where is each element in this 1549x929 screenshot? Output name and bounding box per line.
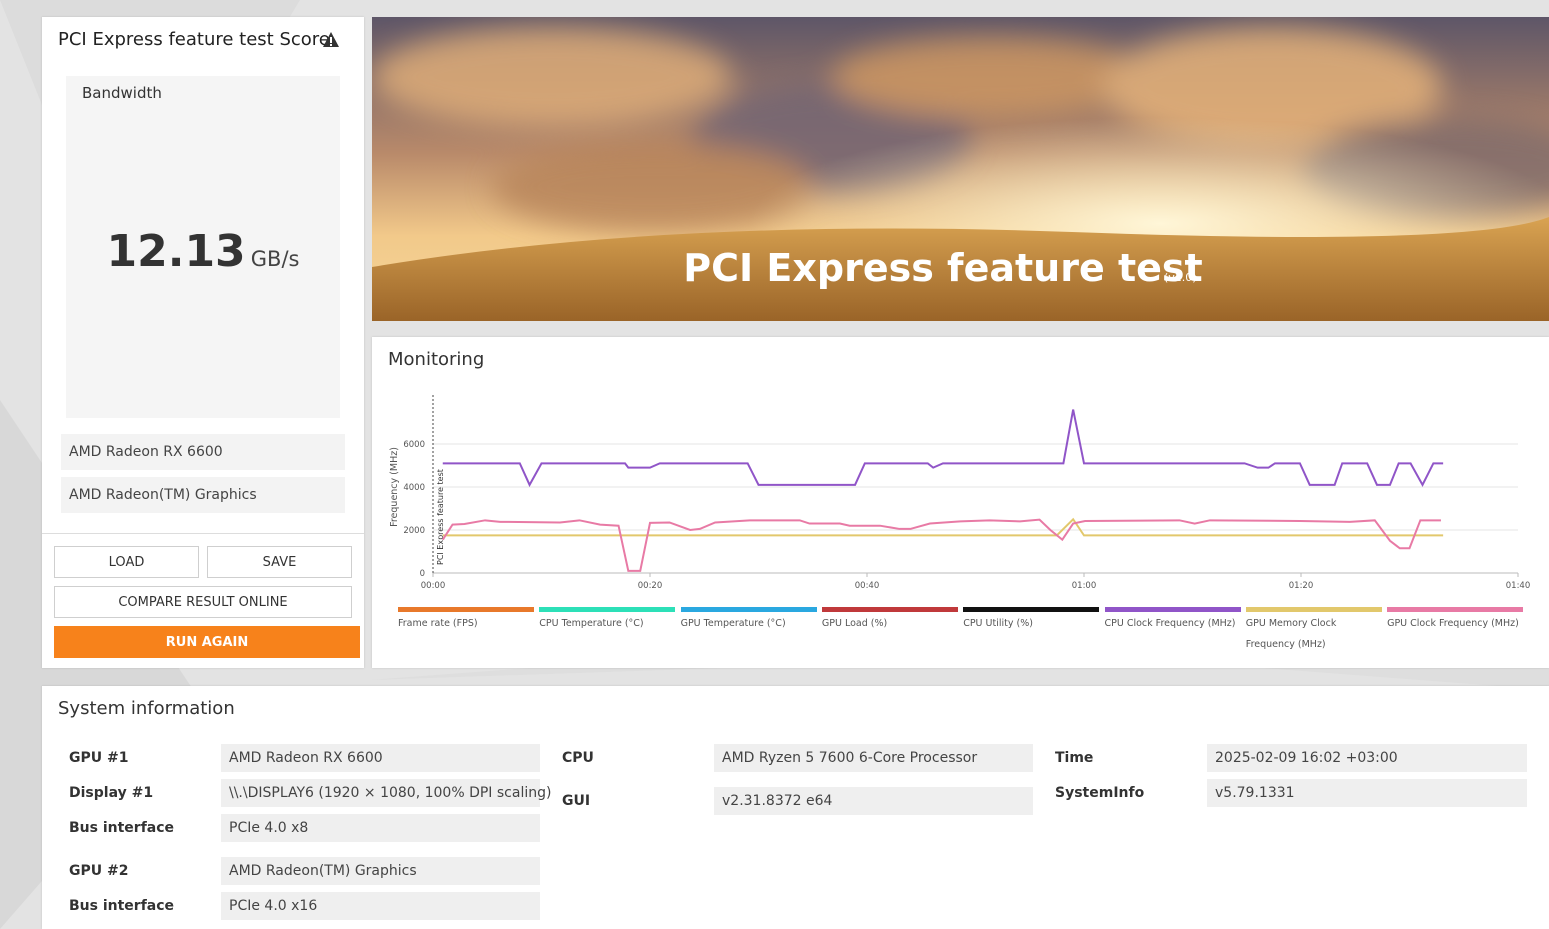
score-panel: PCI Express feature test Score Bandwidth… — [42, 17, 364, 668]
banner-version: (v1.0) — [1164, 271, 1197, 284]
legend-label: GPU Temperature (°C) — [680, 618, 786, 629]
info-value: AMD Radeon RX 6600 — [221, 744, 540, 772]
score: 12.13 GB/s — [66, 226, 340, 277]
info-label: GPU #1 — [69, 750, 129, 766]
y-tick-label: 4000 — [403, 483, 425, 493]
info-value: PCIe 4.0 x8 — [221, 814, 540, 842]
save-button[interactable]: SAVE — [207, 546, 352, 578]
legend-swatch — [680, 607, 817, 612]
run-again-button[interactable]: RUN AGAIN — [54, 626, 360, 658]
score-label: Bandwidth — [82, 84, 162, 102]
legend-swatch — [821, 607, 958, 612]
score-value: 12.13 — [106, 226, 246, 277]
test-marker-label: PCI Express feature test — [436, 469, 445, 565]
divider — [42, 533, 364, 534]
monitoring-panel: Monitoring — [372, 337, 1549, 668]
monitoring-title: Monitoring — [388, 349, 485, 370]
device: AMD Radeon RX 6600 — [61, 434, 345, 470]
legend-swatch — [963, 607, 1100, 612]
score-box: Bandwidth 12.13 GB/s — [66, 76, 340, 418]
info-label: GPU #2 — [69, 863, 129, 879]
warning-icon[interactable] — [322, 31, 340, 48]
legend-swatch — [539, 607, 676, 612]
score-unit: GB/s — [250, 247, 300, 271]
x-tick-label: 01:00 — [1072, 581, 1097, 591]
legend-swatch — [1245, 607, 1382, 612]
info-label: Time — [1055, 750, 1094, 766]
banner-title: PCI Express feature test — [683, 246, 1202, 290]
info-label: Display #1 — [69, 785, 154, 801]
system-info-title: System information — [58, 698, 235, 719]
legend-label: CPU Utility (%) — [963, 618, 1033, 629]
legend-label: GPU Load (%) — [821, 618, 888, 629]
info-value: AMD Radeon(TM) Graphics — [221, 857, 540, 885]
info-label: Bus interface — [69, 820, 175, 836]
info-value: v2.31.8372 e64 — [714, 787, 1033, 815]
y-tick-label: 2000 — [403, 526, 425, 536]
load-button[interactable]: LOAD — [54, 546, 199, 578]
info-value: PCIe 4.0 x16 — [221, 892, 540, 920]
score-title: PCI Express feature test Score — [58, 29, 330, 50]
monitoring-chart: 0 2000 4000 6000 00:00 00:20 00:40 01:00 01:20 01… — [389, 395, 1531, 591]
x-tick-label: 01:20 — [1289, 581, 1314, 591]
legend-swatch — [1104, 607, 1241, 612]
series-line — [442, 409, 1444, 488]
info-value: 2025-02-09 16:02 +03:00 — [1207, 744, 1527, 772]
legend-swatch — [1387, 607, 1524, 612]
legend-label: GPU Clock Frequency (MHz) — [1387, 618, 1519, 629]
series-line — [442, 517, 1444, 537]
legend-label: GPU Memory Clock Frequency (MHz) — [1245, 618, 1337, 650]
x-tick-label: 00:40 — [855, 581, 880, 591]
legend-label: Frame rate (FPS) — [398, 618, 478, 629]
compare-button[interactable]: COMPARE RESULT ONLINE — [54, 586, 352, 618]
info-value: v5.79.1331 — [1207, 779, 1527, 807]
y-axis-label: Frequency (MHz) — [389, 447, 400, 527]
info-label: Bus interface — [69, 898, 175, 914]
info-label: GUI — [562, 793, 591, 809]
y-tick-label: 0 — [420, 569, 425, 579]
x-tick-label: 00:20 — [638, 581, 663, 591]
info-label: SystemInfo — [1055, 785, 1145, 801]
info-label: CPU — [562, 750, 594, 766]
info-value: AMD Ryzen 5 7600 6-Core Processor — [714, 744, 1033, 772]
legend-label: CPU Temperature (°C) — [539, 618, 644, 629]
legend-label: CPU Clock Frequency (MHz) — [1104, 618, 1236, 629]
system-info-panel: System information GPU #1 AMD Radeon RX 6… — [42, 686, 1549, 929]
legend-swatch — [398, 607, 534, 612]
info-value: \\.\DISPLAY6 (1920 × 1080, 100% DPI scal… — [221, 779, 551, 807]
series-line — [441, 518, 1441, 572]
x-tick-label: 01:40 — [1506, 581, 1531, 591]
banner: PCI Express feature test (v1.0) — [372, 17, 1549, 321]
y-tick-label: 6000 — [403, 440, 425, 450]
x-tick-label: 00:00 — [421, 581, 446, 591]
device: AMD Radeon(TM) Graphics — [61, 477, 345, 513]
